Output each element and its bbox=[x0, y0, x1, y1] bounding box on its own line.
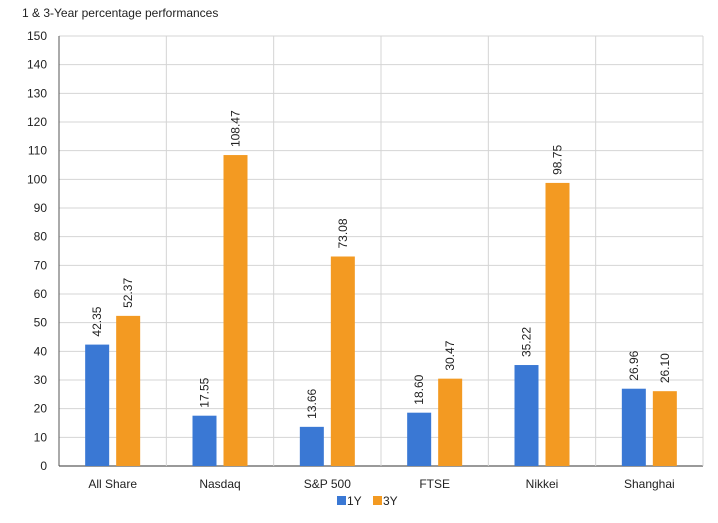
data-label: 30.47 bbox=[443, 340, 457, 370]
y-tick-label: 60 bbox=[34, 287, 48, 301]
x-tick-label: All Share bbox=[88, 477, 137, 491]
y-tick-label: 100 bbox=[27, 172, 47, 186]
x-tick-label: S&P 500 bbox=[304, 477, 351, 491]
data-label: 35.22 bbox=[520, 327, 534, 357]
y-tick-label: 20 bbox=[34, 402, 48, 416]
data-label: 98.75 bbox=[551, 145, 565, 175]
data-label: 18.60 bbox=[412, 374, 426, 404]
y-tick-label: 30 bbox=[34, 373, 48, 387]
y-tick-label: 110 bbox=[28, 144, 47, 158]
data-label: 42.35 bbox=[90, 306, 104, 336]
bar bbox=[652, 391, 677, 466]
y-tick-label: 0 bbox=[40, 459, 47, 473]
bar bbox=[85, 344, 110, 466]
x-tick-label: Nasdaq bbox=[199, 477, 240, 491]
y-tick-label: 40 bbox=[34, 344, 48, 358]
data-label: 17.55 bbox=[198, 377, 212, 407]
data-label: 73.08 bbox=[336, 218, 350, 248]
data-label: 52.37 bbox=[121, 278, 135, 308]
y-tick-label: 150 bbox=[27, 29, 47, 43]
bar bbox=[621, 388, 646, 466]
bar bbox=[223, 155, 248, 466]
bar bbox=[407, 412, 432, 466]
bar bbox=[330, 256, 355, 466]
bar bbox=[192, 415, 217, 466]
y-tick-label: 50 bbox=[34, 316, 48, 330]
bar bbox=[438, 378, 463, 466]
y-tick-label: 10 bbox=[34, 430, 48, 444]
y-tick-label: 70 bbox=[34, 258, 48, 272]
x-tick-label: Nikkei bbox=[526, 477, 559, 491]
data-label: 108.47 bbox=[229, 110, 243, 147]
legend-swatch bbox=[337, 496, 346, 505]
bar bbox=[116, 315, 141, 466]
y-tick-label: 140 bbox=[27, 58, 47, 72]
legend-label: 3Y bbox=[383, 494, 398, 508]
x-tick-label: FTSE bbox=[419, 477, 450, 491]
y-tick-label: 90 bbox=[34, 201, 48, 215]
data-label: 13.66 bbox=[305, 388, 319, 418]
chart-title: 1 & 3-Year percentage performances bbox=[22, 6, 219, 20]
legend-swatch bbox=[373, 496, 382, 505]
data-label: 26.10 bbox=[658, 353, 672, 383]
data-label: 26.96 bbox=[627, 350, 641, 380]
y-tick-label: 130 bbox=[27, 86, 47, 100]
bar bbox=[299, 426, 324, 466]
y-tick-label: 120 bbox=[27, 115, 47, 129]
x-tick-label: Shanghai bbox=[624, 477, 675, 491]
y-tick-label: 80 bbox=[34, 230, 48, 244]
legend-label: 1Y bbox=[347, 494, 362, 508]
bar bbox=[545, 182, 570, 466]
bar bbox=[514, 365, 539, 466]
